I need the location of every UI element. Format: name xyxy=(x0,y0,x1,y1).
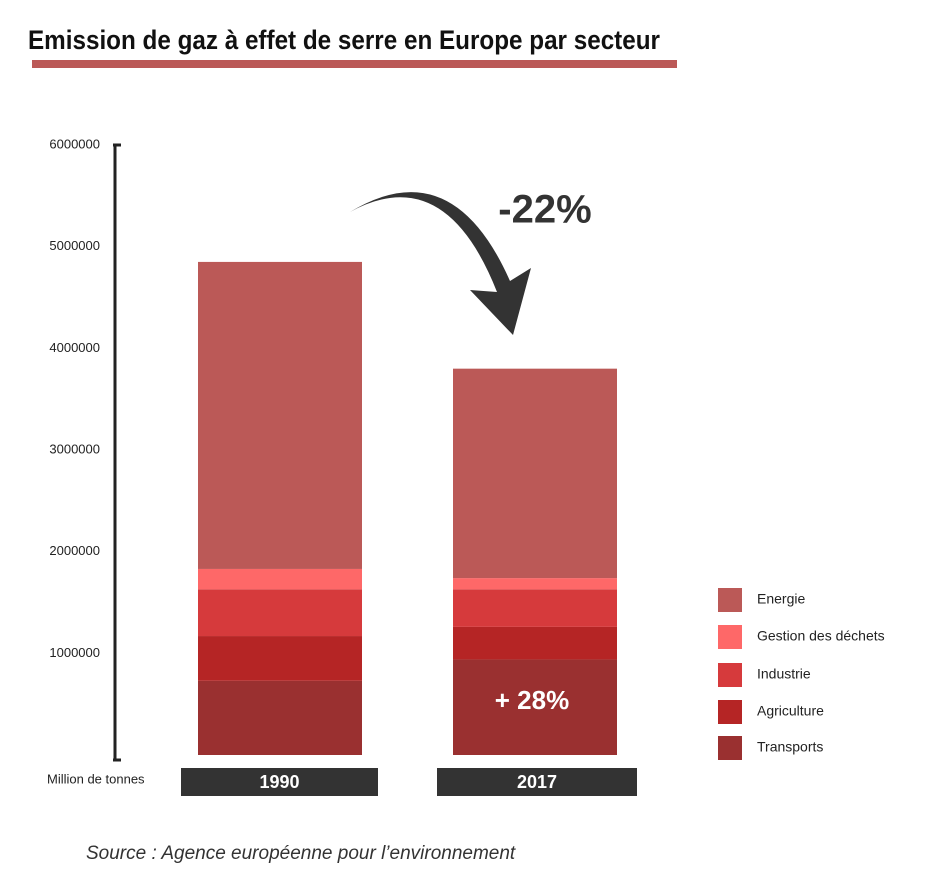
category-box xyxy=(181,768,378,796)
legend-label: Transports xyxy=(757,739,823,755)
title-underline xyxy=(32,60,677,68)
x-tick-label: 2017 xyxy=(517,772,557,792)
y-tick-label: 3000000 xyxy=(49,441,100,456)
annotation: + 28% xyxy=(495,685,569,715)
y-tick-label: 5000000 xyxy=(49,238,100,253)
legend-swatch xyxy=(718,588,742,612)
bar-segment xyxy=(198,680,362,755)
legend-swatch xyxy=(718,663,742,687)
legend-swatch xyxy=(718,625,742,649)
bar-segment xyxy=(453,659,617,755)
y-axis-label: Million de tonnes xyxy=(47,771,145,786)
bar-segment xyxy=(198,261,362,569)
legend-swatch xyxy=(718,736,742,760)
bar-segment xyxy=(453,578,617,590)
bar-segment xyxy=(198,636,362,681)
bar-segment xyxy=(198,568,362,590)
bar-segment xyxy=(198,589,362,637)
y-tick-label: 1000000 xyxy=(49,645,100,660)
y-tick-label: 2000000 xyxy=(49,543,100,558)
y-tick-label: 4000000 xyxy=(49,340,100,355)
y-tick-label: 6000000 xyxy=(49,136,100,151)
legend-label: Gestion des déchets xyxy=(757,628,885,644)
bar-segment xyxy=(453,368,617,579)
chart-title: Emission de gaz à effet de serre en Euro… xyxy=(28,25,660,55)
annotation: -22% xyxy=(498,188,591,232)
legend-label: Agriculture xyxy=(757,703,824,719)
legend-swatch xyxy=(718,700,742,724)
legend-label: Energie xyxy=(757,591,805,607)
category-box xyxy=(437,768,637,796)
x-tick-label: 1990 xyxy=(259,772,299,792)
bar-segment xyxy=(453,589,617,627)
legend-label: Industrie xyxy=(757,666,811,682)
trend-arrow xyxy=(350,192,531,335)
source: Source : Agence européenne pour l’enviro… xyxy=(86,843,516,864)
bar-segment xyxy=(453,626,617,660)
